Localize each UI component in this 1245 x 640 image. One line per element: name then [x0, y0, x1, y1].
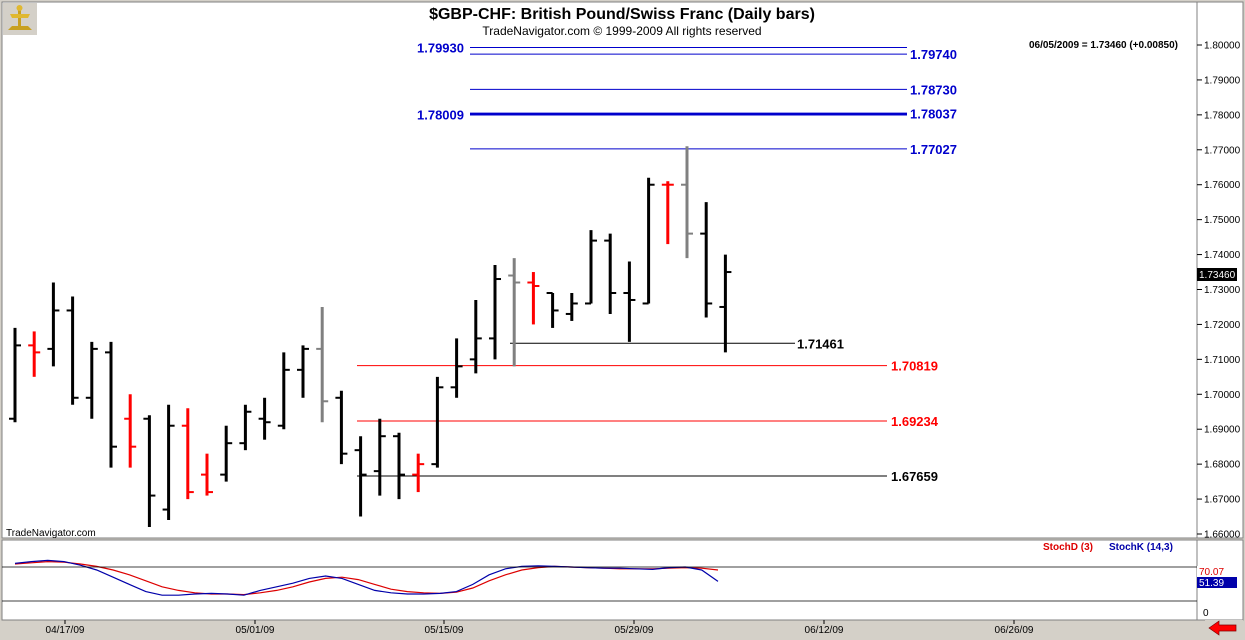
date-axis: 04/17/09 05/01/09 05/15/09 05/29/09 06/12/09… — [46, 620, 1034, 636]
level-label: 1.79930 — [417, 40, 464, 55]
stoch-k-value-tag: 51.39 — [1197, 577, 1237, 589]
stochastic-panel — [14, 559, 719, 596]
ohlc-bar — [623, 261, 636, 342]
price-tick-label: 1.69000 — [1204, 425, 1241, 436]
trader-logo-icon — [3, 3, 37, 35]
ohlc-bar — [66, 296, 79, 405]
price-tick-label: 1.67000 — [1204, 495, 1241, 506]
ohlc-bar — [489, 265, 501, 360]
date-tick-label: 06/12/09 — [805, 625, 844, 636]
bars-layer — [9, 146, 732, 528]
chart-title: $GBP-CHF: British Pound/Swiss Franc (Dai… — [429, 6, 815, 23]
price-tick-label: 1.77000 — [1204, 145, 1241, 156]
ohlc-bar — [373, 418, 386, 496]
date-tick-label: 05/01/09 — [236, 625, 275, 636]
stoch-d-legend: StochD (3) — [1043, 542, 1093, 553]
level-label: 1.71461 — [797, 336, 844, 351]
ohlc-bar — [297, 345, 309, 398]
price-tick-label: 1.73000 — [1204, 285, 1241, 296]
stoch-d-value-tag: 70.07 — [1197, 566, 1237, 578]
ohlc-bar — [681, 146, 693, 259]
price-tick-label: 1.70000 — [1204, 390, 1241, 401]
level-label: 1.77027 — [910, 142, 957, 157]
stoch-k-value: 51.39 — [1199, 578, 1224, 589]
ohlc-bar — [85, 341, 98, 419]
copyright-text: TradeNavigator.com © 1999-2009 All right… — [482, 24, 761, 38]
stoch-k-line — [14, 559, 719, 596]
date-tick-label: 05/29/09 — [615, 625, 654, 636]
level-label: 1.70819 — [891, 359, 938, 374]
ohlc-bar — [450, 338, 463, 398]
ohlc-bar — [201, 453, 213, 496]
level-label: 1.69234 — [891, 414, 939, 429]
ohlc-bar — [220, 425, 233, 482]
watermark-text: TradeNavigator.com — [6, 528, 96, 539]
level-label: 1.78037 — [910, 107, 957, 122]
ohlc-bar — [719, 254, 732, 353]
ohlc-bar — [431, 376, 444, 468]
ohlc-bar — [527, 272, 540, 325]
last-price-tag: 1.73460 — [1197, 268, 1237, 281]
last-quote-text: 06/05/2009 = 1.73460 (+0.00850) — [1029, 40, 1178, 51]
ohlc-bar — [9, 327, 21, 423]
ohlc-bar — [105, 341, 117, 468]
price-tick-label: 1.72000 — [1204, 320, 1241, 331]
price-tick-label: 1.79000 — [1204, 75, 1241, 86]
ohlc-bar — [143, 415, 156, 528]
ohlc-bar — [354, 436, 367, 517]
price-tick-label: 1.78000 — [1204, 110, 1241, 121]
indicator-panel — [1, 539, 1198, 621]
price-tick-label: 1.74000 — [1204, 250, 1241, 261]
level-label: 1.67659 — [891, 469, 938, 484]
date-tick-label: 05/15/09 — [425, 625, 464, 636]
ohlc-bar — [661, 181, 674, 245]
level-label: 1.78009 — [417, 108, 464, 123]
ohlc-bar — [469, 299, 482, 374]
price-tick-label: 1.76000 — [1204, 180, 1241, 191]
price-tick-label: 1.71000 — [1204, 355, 1241, 366]
ohlc-bar — [565, 292, 578, 321]
price-tick-label: 1.68000 — [1204, 460, 1241, 471]
ohlc-bar — [124, 394, 137, 468]
ohlc-bar — [393, 432, 405, 500]
stoch-zero-tick: 0 — [1203, 608, 1209, 619]
last-price-value: 1.73460 — [1199, 270, 1236, 281]
ohlc-bar — [277, 352, 290, 430]
left-arrow-icon[interactable] — [1205, 620, 1243, 638]
date-tick-label: 04/17/09 — [46, 625, 85, 636]
ohlc-bar — [546, 291, 559, 328]
ohlc-bar — [239, 404, 252, 451]
ohlc-bar — [181, 408, 194, 500]
ohlc-bar — [316, 306, 329, 423]
price-tick-label: 1.66000 — [1204, 530, 1241, 541]
ohlc-bar — [585, 230, 597, 305]
ohlc-bar — [258, 397, 271, 440]
level-label: 1.78730 — [910, 82, 957, 97]
stoch-k-legend: StochK (14,3) — [1109, 542, 1173, 553]
ohlc-bar — [47, 282, 60, 367]
price-tick-label: 1.80000 — [1204, 41, 1241, 52]
ohlc-bar — [604, 233, 617, 314]
stoch-d-value: 70.07 — [1199, 567, 1224, 578]
ohlc-bar — [28, 331, 41, 377]
date-tick-label: 06/26/09 — [995, 625, 1034, 636]
ohlc-bar — [162, 404, 175, 521]
ohlc-bar — [642, 177, 655, 305]
ohlc-bar — [335, 390, 348, 465]
ohlc-bar — [508, 258, 521, 367]
price-tick-label: 1.75000 — [1204, 215, 1241, 226]
level-label: 1.79740 — [910, 47, 957, 62]
main-plot-panel — [1, 1, 1198, 539]
ohlc-bar — [412, 453, 425, 493]
ohlc-bar — [700, 202, 713, 318]
price-axis: 1.80000 1.79000 1.78000 1.77000 1.76000 1.750… — [1197, 41, 1241, 541]
